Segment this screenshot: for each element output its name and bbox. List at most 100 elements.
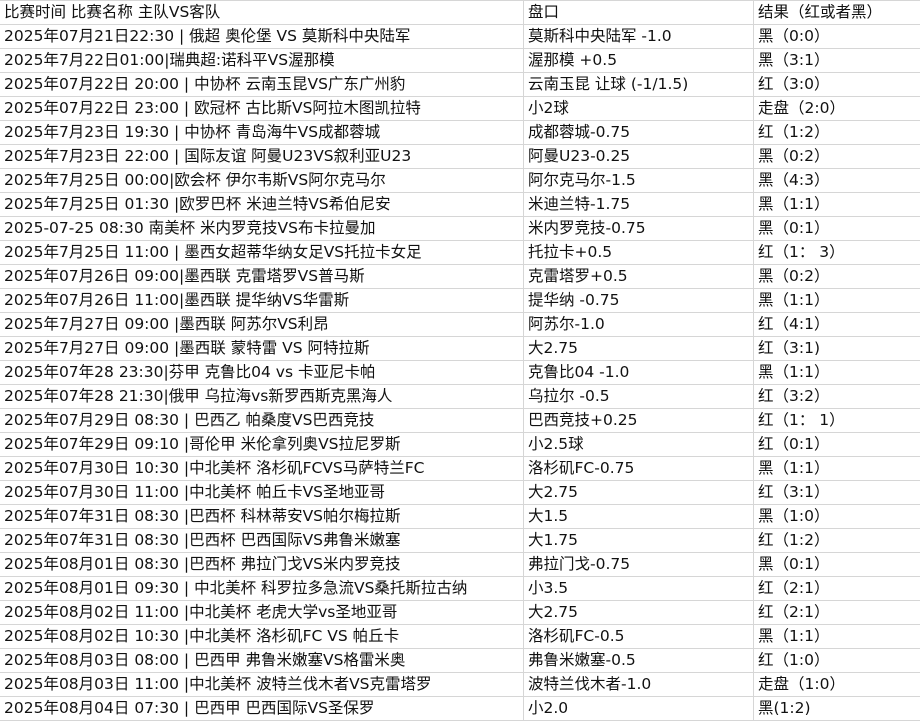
match-cell[interactable]: 2025年7月25日 11:00 | 墨西女超蒂华纳女足VS托拉卡女足 xyxy=(4,243,422,261)
result-cell[interactable]: 黑（0:2） xyxy=(753,265,920,288)
handicap-cell[interactable]: 小2球 xyxy=(523,97,753,120)
handicap-cell[interactable]: 米迪兰特-1.75 xyxy=(523,193,753,216)
match-cell[interactable]: 2025年07月30日 11:00 |中北美杯 帕丘卡VS圣地亚哥 xyxy=(4,483,386,501)
table-row: 2025年07月22日 20:00 | 中协杯 云南玉昆VS广东广州豹 云南玉昆 … xyxy=(0,73,920,97)
match-cell[interactable]: 2025年7月25日 01:30 |欧罗巴杯 米迪兰特VS希伯尼安 xyxy=(4,195,391,213)
handicap-cell[interactable]: 乌拉尔 -0.5 xyxy=(523,385,753,408)
handicap-cell[interactable]: 大1.75 xyxy=(523,529,753,552)
header-cell-result[interactable]: 结果（红或者黑） xyxy=(753,1,920,24)
match-cell[interactable]: 2025年07月29日 08:30 | 巴西乙 帕桑度VS巴西竞技 xyxy=(4,411,375,429)
match-cell[interactable]: 2025年08月03日 11:00 |中北美杯 波特兰伐木者VS克雷塔罗 xyxy=(4,675,432,693)
handicap-cell[interactable]: 巴西竞技+0.25 xyxy=(523,409,753,432)
match-cell[interactable]: 2025年07月21日22:30 | 俄超 奥伦堡 VS 莫斯科中央陆军 xyxy=(4,27,411,45)
handicap-cell[interactable]: 大2.75 xyxy=(523,601,753,624)
result-cell[interactable]: 黑（0:1） xyxy=(753,217,920,240)
handicap-cell[interactable]: 托拉卡+0.5 xyxy=(523,241,753,264)
match-cell[interactable]: 2025年07月26日 11:00|墨西联 提华纳VS华雷斯 xyxy=(4,291,350,309)
match-cell[interactable]: 2025年08月01日 09:30 | 中北美杯 科罗拉多急流VS桑托斯拉古纳 xyxy=(4,579,468,597)
handicap-cell[interactable]: 阿尔克马尔-1.5 xyxy=(523,169,753,192)
table-row: 2025年08月02日 11:00 |中北美杯 老虎大学vs圣地亚哥 大2.75 红… xyxy=(0,601,920,625)
match-cell[interactable]: 2025年07年31日 08:30 |巴西杯 巴西国际VS弗鲁米嫩塞 xyxy=(4,531,401,549)
result-cell[interactable]: 黑（4:3） xyxy=(753,169,920,192)
handicap-cell[interactable]: 阿曼U23-0.25 xyxy=(523,145,753,168)
handicap-cell[interactable]: 大1.5 xyxy=(523,505,753,528)
handicap-cell[interactable]: 小2.5球 xyxy=(523,433,753,456)
match-cell[interactable]: 2025年7月27日 09:00 |墨西联 蒙特雷 VS 阿特拉斯 xyxy=(4,339,370,357)
handicap-cell[interactable]: 波特兰伐木者-1.0 xyxy=(523,673,753,696)
handicap-cell[interactable]: 云南玉昆 让球 (-1/1.5) xyxy=(523,73,753,96)
result-cell[interactable]: 红（1:2） xyxy=(753,529,920,552)
handicap-cell[interactable]: 小2.0 xyxy=(523,697,753,720)
match-cell[interactable]: 2025年07年29日 09:10 |哥伦甲 米伦拿列奥VS拉尼罗斯 xyxy=(4,435,401,453)
handicap-cell[interactable]: 克鲁比04 -1.0 xyxy=(523,361,753,384)
match-cell[interactable]: 2025年08月02日 10:30 |中北美杯 洛杉矶FC VS 帕丘卡 xyxy=(4,627,400,645)
result-cell[interactable]: 红（2:1） xyxy=(753,601,920,624)
match-cell[interactable]: 2025年07月26日 09:00|墨西联 克雷塔罗VS普马斯 xyxy=(4,267,365,285)
match-cell[interactable]: 2025年07年31日 08:30 |巴西杯 科林蒂安VS帕尔梅拉斯 xyxy=(4,507,401,525)
handicap-cell[interactable]: 莫斯科中央陆军 -1.0 xyxy=(523,25,753,48)
handicap-cell[interactable]: 阿苏尔-1.0 xyxy=(523,313,753,336)
match-cell[interactable]: 2025年07年28 23:30|芬甲 克鲁比04 vs 卡亚尼卡帕 xyxy=(4,363,376,381)
table-row: 2025年08月01日 09:30 | 中北美杯 科罗拉多急流VS桑托斯拉古纳 小… xyxy=(0,577,920,601)
result-cell[interactable]: 红（2:1） xyxy=(753,577,920,600)
result-cell[interactable]: 红（0:1） xyxy=(753,433,920,456)
match-cell[interactable]: 2025年07年28 21:30|俄甲 乌拉海vs新罗西斯克黑海人 xyxy=(4,387,393,405)
header-cell-handicap[interactable]: 盘口 xyxy=(523,1,753,24)
table-row: 2025年07年29日 09:10 |哥伦甲 米伦拿列奥VS拉尼罗斯 小2.5球红… xyxy=(0,433,920,457)
result-cell[interactable]: 红（3:0） xyxy=(753,73,920,96)
result-cell[interactable]: 黑（0:0） xyxy=(753,25,920,48)
handicap-cell[interactable]: 大2.75 xyxy=(523,337,753,360)
match-cell[interactable]: 2025年08月04日 07:30 | 巴西甲 巴西国际VS圣保罗 xyxy=(4,699,375,717)
result-cell[interactable]: 黑（3:1） xyxy=(753,49,920,72)
result-cell[interactable]: 红（1： 1） xyxy=(753,409,920,432)
result-cell[interactable]: 黑（1:1） xyxy=(753,193,920,216)
result-cell[interactable]: 黑（1:1） xyxy=(753,457,920,480)
result-cell[interactable]: 黑（1:1） xyxy=(753,289,920,312)
handicap-cell[interactable]: 提华纳 -0.75 xyxy=(523,289,753,312)
handicap-cell[interactable]: 成都蓉城-0.75 xyxy=(523,121,753,144)
match-cell[interactable]: 2025年7月22日01:00|瑞典超:诺科平VS渥那模 xyxy=(4,51,335,69)
handicap-cell[interactable]: 克雷塔罗+0.5 xyxy=(523,265,753,288)
table-row: 2025年07月26日 09:00|墨西联 克雷塔罗VS普马斯 克雷塔罗+0.5 黑… xyxy=(0,265,920,289)
result-cell[interactable]: 红（4:1） xyxy=(753,313,920,336)
handicap-cell[interactable]: 洛杉矶FC-0.75 xyxy=(523,457,753,480)
result-cell[interactable]: 红（3:2） xyxy=(753,385,920,408)
table-row: 2025年07年28 21:30|俄甲 乌拉海vs新罗西斯克黑海人 乌拉尔 -0.… xyxy=(0,385,920,409)
result-cell[interactable]: 红（3:1) xyxy=(753,337,920,360)
handicap-cell[interactable]: 米内罗竞技-0.75 xyxy=(523,217,753,240)
match-cell[interactable]: 2025年7月23日 19:30 | 中协杯 青岛海牛VS成都蓉城 xyxy=(4,123,381,141)
result-cell[interactable]: 黑（0:2） xyxy=(753,145,920,168)
result-cell[interactable]: 黑（1:1） xyxy=(753,361,920,384)
handicap-cell[interactable]: 大2.75 xyxy=(523,481,753,504)
handicap-cell[interactable]: 弗鲁米嫩塞-0.5 xyxy=(523,649,753,672)
match-cell[interactable]: 2025年08月01日 08:30 |巴西杯 弗拉门戈VS米内罗竞技 xyxy=(4,555,401,573)
result-cell[interactable]: 红（1:2） xyxy=(753,121,920,144)
table-row: 2025年07月21日22:30 | 俄超 奥伦堡 VS 莫斯科中央陆军 莫斯科中… xyxy=(0,25,920,49)
table-row: 2025年7月25日 11:00 | 墨西女超蒂华纳女足VS托拉卡女足 托拉卡+0… xyxy=(0,241,920,265)
result-cell[interactable]: 红（3:1） xyxy=(753,481,920,504)
result-cell[interactable]: 黑（0:1） xyxy=(753,553,920,576)
handicap-cell[interactable]: 弗拉门戈-0.75 xyxy=(523,553,753,576)
header-cell-match[interactable]: 比赛时间 比赛名称 主队VS客队 xyxy=(4,3,221,21)
handicap-cell[interactable]: 洛杉矶FC-0.5 xyxy=(523,625,753,648)
handicap-cell[interactable]: 小3.5 xyxy=(523,577,753,600)
result-cell[interactable]: 黑（1:1） xyxy=(753,625,920,648)
match-cell[interactable]: 2025年7月25日 00:00|欧会杯 伊尔韦斯VS阿尔克马尔 xyxy=(4,171,386,189)
match-cell[interactable]: 2025年7月27日 09:00 |墨西联 阿苏尔VS利昂 xyxy=(4,315,329,333)
result-cell[interactable]: 红（1： 3） xyxy=(753,241,920,264)
result-cell[interactable]: 走盘（2:0） xyxy=(753,97,920,120)
result-cell[interactable]: 黑(1:2) xyxy=(753,697,920,720)
header-row: 比赛时间 比赛名称 主队VS客队 盘口 结果（红或者黑） xyxy=(0,0,920,25)
match-cell[interactable]: 2025年08月03日 08:00 | 巴西甲 弗鲁米嫩塞VS格雷米奥 xyxy=(4,651,406,669)
match-cell[interactable]: 2025年07月22日 23:00 | 欧冠杯 古比斯VS阿拉木图凯拉特 xyxy=(4,99,421,117)
result-cell[interactable]: 走盘（1:0） xyxy=(753,673,920,696)
handicap-cell[interactable]: 渥那模 +0.5 xyxy=(523,49,753,72)
match-cell[interactable]: 2025年07月22日 20:00 | 中协杯 云南玉昆VS广东广州豹 xyxy=(4,75,406,93)
table-row: 2025年07年28 23:30|芬甲 克鲁比04 vs 卡亚尼卡帕 克鲁比04 … xyxy=(0,361,920,385)
match-cell[interactable]: 2025年7月23日 22:00 | 国际友谊 阿曼U23VS叙利亚U23 xyxy=(4,147,412,165)
match-cell[interactable]: 2025-07-25 08:30 南美杯 米内罗竞技VS布卡拉曼加 xyxy=(4,219,376,237)
result-cell[interactable]: 红（1:0） xyxy=(753,649,920,672)
match-cell[interactable]: 2025年07月30日 10:30 |中北美杯 洛杉矶FCVS马萨特兰FC xyxy=(4,459,425,477)
result-cell[interactable]: 黑（1:0） xyxy=(753,505,920,528)
match-cell[interactable]: 2025年08月02日 11:00 |中北美杯 老虎大学vs圣地亚哥 xyxy=(4,603,398,621)
